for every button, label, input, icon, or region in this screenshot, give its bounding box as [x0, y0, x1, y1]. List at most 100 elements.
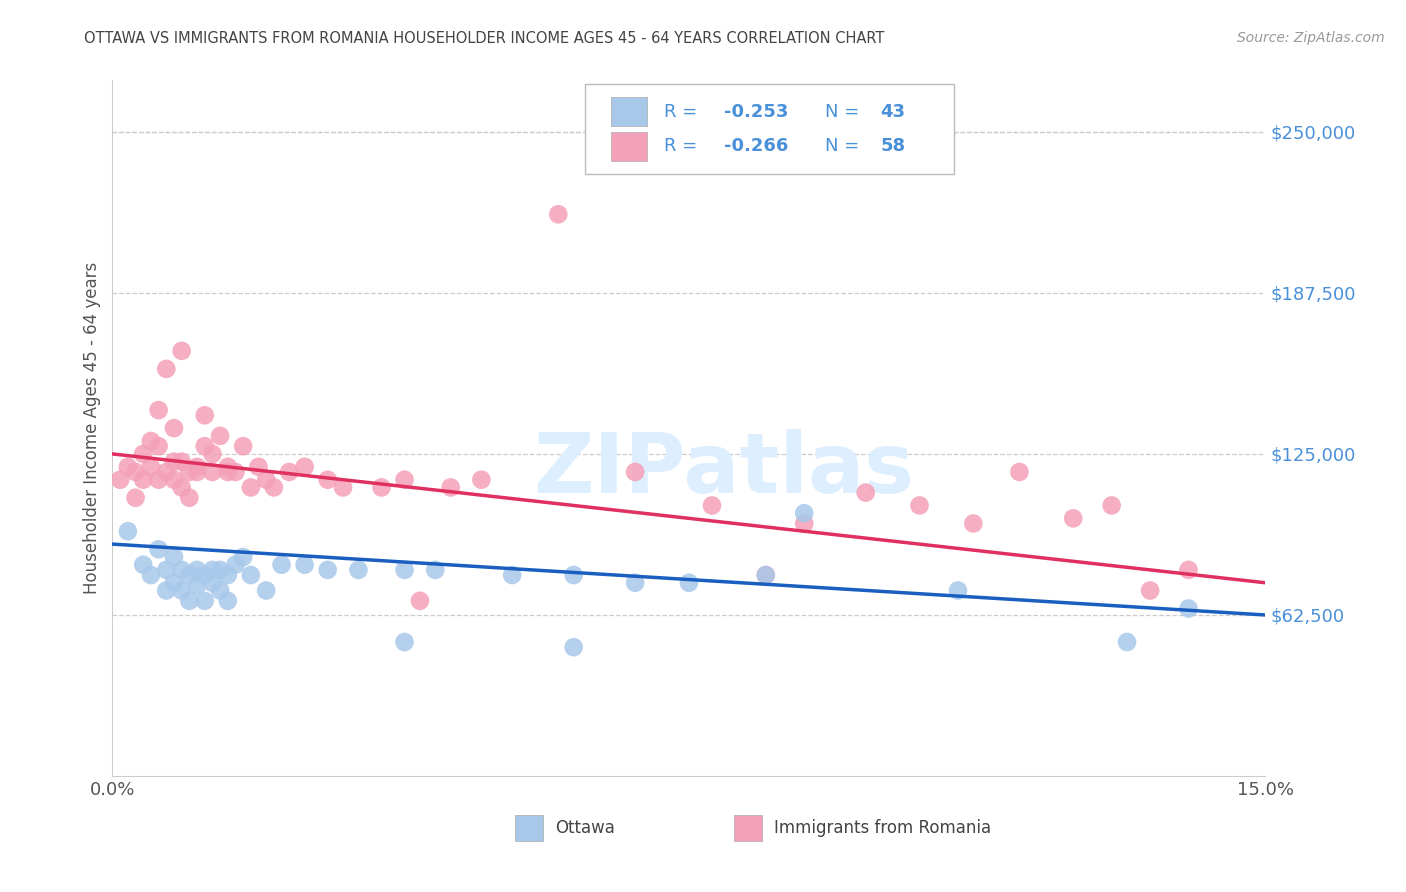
Point: [163, 473, 186, 487]
Point: [148, 473, 170, 487]
Point: [194, 568, 217, 582]
Point: [148, 403, 170, 417]
Point: [224, 465, 246, 479]
Point: [1062, 511, 1084, 525]
FancyBboxPatch shape: [610, 97, 647, 126]
Point: [170, 563, 193, 577]
Text: 58: 58: [880, 137, 905, 155]
Point: [562, 640, 585, 655]
Point: [186, 563, 208, 577]
Point: [186, 465, 208, 479]
Point: [316, 563, 339, 577]
Point: [179, 491, 201, 505]
Point: [201, 447, 224, 461]
Point: [347, 563, 370, 577]
Point: [232, 439, 254, 453]
Point: [186, 459, 208, 474]
Text: -0.253: -0.253: [724, 103, 787, 120]
Point: [163, 549, 186, 564]
Point: [1177, 601, 1199, 615]
Point: [132, 558, 155, 572]
Point: [170, 480, 193, 494]
Point: [394, 635, 416, 649]
Point: [217, 568, 239, 582]
Point: [232, 549, 254, 564]
Point: [394, 473, 416, 487]
Point: [117, 524, 139, 539]
Text: R =: R =: [664, 103, 703, 120]
Point: [132, 447, 155, 461]
Point: [124, 491, 146, 505]
Point: [217, 465, 239, 479]
Point: [209, 429, 232, 443]
Point: [163, 421, 186, 435]
Point: [425, 563, 447, 577]
Point: [254, 473, 277, 487]
Text: Immigrants from Romania: Immigrants from Romania: [775, 819, 991, 838]
Point: [148, 542, 170, 557]
Point: [209, 583, 232, 598]
Point: [755, 568, 778, 582]
Point: [170, 343, 193, 358]
Point: [1008, 465, 1031, 479]
Point: [263, 480, 285, 494]
Text: ZIPatlas: ZIPatlas: [533, 429, 914, 510]
FancyBboxPatch shape: [515, 815, 543, 841]
Point: [124, 465, 146, 479]
Point: [224, 558, 246, 572]
Point: [624, 575, 647, 590]
Point: [139, 434, 162, 448]
Point: [247, 459, 270, 474]
Point: [163, 455, 186, 469]
Point: [962, 516, 984, 531]
Point: [1139, 583, 1161, 598]
Point: [700, 499, 723, 513]
Point: [148, 439, 170, 453]
Point: [194, 409, 217, 423]
Point: [239, 568, 262, 582]
Point: [217, 594, 239, 608]
Point: [139, 459, 162, 474]
FancyBboxPatch shape: [734, 815, 762, 841]
Point: [294, 459, 316, 474]
Point: [1177, 563, 1199, 577]
Text: OTTAWA VS IMMIGRANTS FROM ROMANIA HOUSEHOLDER INCOME AGES 45 - 64 YEARS CORRELAT: OTTAWA VS IMMIGRANTS FROM ROMANIA HOUSEH…: [84, 31, 884, 46]
Point: [170, 583, 193, 598]
Point: [194, 594, 217, 608]
Text: N =: N =: [825, 137, 865, 155]
Point: [855, 485, 877, 500]
Text: 43: 43: [880, 103, 905, 120]
Point: [624, 465, 647, 479]
Text: N =: N =: [825, 103, 865, 120]
Text: -0.266: -0.266: [724, 137, 787, 155]
Point: [186, 578, 208, 592]
Point: [155, 362, 177, 376]
Point: [440, 480, 463, 494]
Point: [562, 568, 585, 582]
Point: [678, 575, 700, 590]
Point: [170, 455, 193, 469]
Point: [179, 568, 201, 582]
Point: [201, 575, 224, 590]
Point: [108, 473, 131, 487]
Point: [201, 465, 224, 479]
Point: [270, 558, 292, 572]
Point: [470, 473, 492, 487]
Point: [394, 563, 416, 577]
Point: [1101, 499, 1123, 513]
Point: [908, 499, 931, 513]
Text: Ottawa: Ottawa: [555, 819, 614, 838]
Point: [201, 563, 224, 577]
Point: [793, 506, 815, 520]
Point: [117, 459, 139, 474]
Text: R =: R =: [664, 137, 703, 155]
Point: [946, 583, 969, 598]
Point: [316, 473, 339, 487]
Point: [209, 563, 232, 577]
Point: [239, 480, 262, 494]
Point: [409, 594, 432, 608]
Text: Source: ZipAtlas.com: Source: ZipAtlas.com: [1237, 31, 1385, 45]
Point: [163, 575, 186, 590]
Point: [155, 465, 177, 479]
Point: [793, 516, 815, 531]
